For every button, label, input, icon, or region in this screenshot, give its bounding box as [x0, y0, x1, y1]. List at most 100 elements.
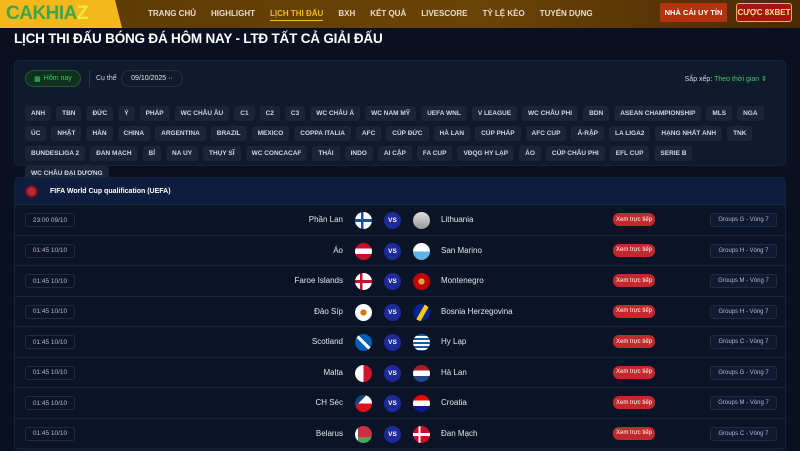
- league-tag[interactable]: SERIE B: [654, 146, 693, 161]
- match-row[interactable]: 01:45 10/10 Đảo Síp VS Bosnia Herzegovin…: [15, 297, 785, 327]
- nav-item[interactable]: TUYỂN DỤNG: [539, 9, 593, 18]
- sort-control[interactable]: Sắp xếp: Theo thời gian ⇕: [685, 75, 767, 83]
- league-tag[interactable]: CHINA: [117, 126, 151, 141]
- watch-live-button[interactable]: Xem trực tiếp: [613, 396, 655, 409]
- league-tag[interactable]: PHÁP: [139, 106, 170, 121]
- league-tag[interactable]: VĐQG HY LẠP: [457, 146, 515, 161]
- league-tag[interactable]: NA UY: [166, 146, 199, 161]
- match-row[interactable]: 01:45 10/10 Áo VS San Marino Xem trực ti…: [15, 236, 785, 266]
- league-tag[interactable]: CÚP PHÁP: [475, 126, 521, 141]
- league-tag[interactable]: Ả-RẬP: [571, 126, 605, 141]
- league-tag[interactable]: HẠNG NHẤT ANH: [655, 126, 723, 141]
- nav-item[interactable]: KẾT QUẢ: [370, 9, 407, 18]
- home-team[interactable]: Đảo Síp: [314, 306, 343, 316]
- league-tag[interactable]: LA LIGA2: [609, 126, 651, 141]
- league-tag[interactable]: TNK: [727, 126, 753, 141]
- league-tag[interactable]: ASEAN CHAMPIONSHIP: [614, 106, 702, 121]
- league-tag[interactable]: UEFA WNL: [421, 106, 467, 121]
- match-row[interactable]: 01:45 10/10 Malta VS Hà Lan Xem trực tiế…: [15, 358, 785, 388]
- league-tag[interactable]: ÁO: [519, 146, 541, 161]
- match-row[interactable]: 01:45 10/10 Faroe Islands VS Montenegro …: [15, 266, 785, 297]
- league-tag[interactable]: WC CHÂU ÂU: [174, 106, 230, 121]
- league-tag[interactable]: C2: [259, 106, 280, 121]
- match-row[interactable]: 23:00 09/10 Phần Lan VS Lithuania Xem tr…: [15, 205, 785, 236]
- watch-live-button[interactable]: Xem trực tiếp: [613, 243, 655, 257]
- league-tag[interactable]: Ý: [118, 106, 135, 121]
- watch-live-button[interactable]: Xem trực tiếp: [613, 426, 655, 440]
- league-tag[interactable]: BỈ: [142, 146, 162, 161]
- league-tag[interactable]: C1: [234, 106, 255, 121]
- watch-live-button[interactable]: Xem trực tiếp: [613, 304, 655, 318]
- nav-item[interactable]: TỶ LỆ KÈO: [482, 9, 525, 18]
- watch-live-button[interactable]: Xem trực tiếp: [613, 335, 655, 348]
- league-tag[interactable]: WC CHÂU PHI: [522, 106, 579, 121]
- league-tag[interactable]: COPPA ITALIA: [294, 126, 351, 141]
- away-team[interactable]: Đan Mạch: [441, 428, 478, 438]
- match-row[interactable]: 01:45 10/10 CH Séc VS Croatia Xem trực t…: [15, 388, 785, 419]
- league-tag[interactable]: WC NAM MỸ: [365, 106, 417, 121]
- league-tag[interactable]: ANH: [25, 106, 52, 121]
- nav-item[interactable]: BXH: [338, 9, 356, 18]
- nav-item[interactable]: HIGHLIGHT: [211, 9, 255, 18]
- league-tag[interactable]: WC CONCACAF: [245, 146, 308, 161]
- league-tag[interactable]: WC CHÂU Á: [310, 106, 361, 121]
- league-tag[interactable]: MEXICO: [251, 126, 290, 141]
- logo[interactable]: CAKHIAZ: [0, 0, 122, 28]
- watch-live-button[interactable]: Xem trực tiếp: [613, 365, 655, 379]
- home-team[interactable]: Malta: [323, 367, 343, 377]
- away-team[interactable]: San Marino: [441, 245, 482, 255]
- league-tag[interactable]: INDO: [344, 146, 373, 161]
- league-header[interactable]: FIFA World Cup qualification (UEFA): [15, 178, 785, 205]
- league-tag[interactable]: AI CẬP: [377, 146, 412, 161]
- away-team[interactable]: Hy Lạp: [441, 337, 467, 346]
- date-picker[interactable]: 09/10/2025 ··: [121, 70, 183, 87]
- league-tag[interactable]: ĐỨC: [86, 106, 114, 121]
- home-team[interactable]: Faroe Islands: [294, 276, 343, 285]
- away-team[interactable]: Hà Lan: [441, 367, 467, 377]
- match-row[interactable]: 01:45 10/10 Belarus VS Đan Mạch Xem trực…: [15, 419, 785, 449]
- league-tag[interactable]: C3: [284, 106, 306, 121]
- league-tag[interactable]: AFC: [355, 126, 382, 141]
- away-team[interactable]: Croatia: [441, 398, 467, 407]
- league-tag[interactable]: BRAZIL: [210, 126, 247, 141]
- league-tag[interactable]: CÚP ĐỨC: [386, 126, 429, 141]
- home-flag-icon: [355, 242, 372, 260]
- league-tag[interactable]: ÚC: [25, 126, 47, 141]
- league-tag[interactable]: HÀ LAN: [433, 126, 471, 141]
- league-tag[interactable]: THÁI: [312, 146, 340, 161]
- league-tag[interactable]: BUNDESLIGA 2: [25, 146, 86, 161]
- league-tag[interactable]: CÚP CHÂU PHI: [545, 146, 605, 161]
- home-team[interactable]: Belarus: [315, 428, 343, 438]
- match-row[interactable]: 01:45 10/10 Scotland VS Hy Lạp Xem trực …: [15, 327, 785, 358]
- league-tag[interactable]: FA CUP: [416, 146, 453, 161]
- league-tag[interactable]: EFL CUP: [609, 146, 650, 161]
- league-tag[interactable]: TBN: [56, 106, 82, 121]
- away-team[interactable]: Bosnia Herzegovina: [441, 306, 513, 316]
- league-tag[interactable]: MLS: [706, 106, 733, 121]
- league-tag[interactable]: V LEAGUE: [471, 106, 518, 121]
- trusted-bookmaker-button[interactable]: NHÀ CÁI UY TÍN: [660, 3, 727, 22]
- league-tag[interactable]: HÀN: [86, 126, 113, 141]
- league-tag[interactable]: BDN: [583, 106, 610, 121]
- league-tag[interactable]: THỤY SĨ: [203, 146, 241, 161]
- away-team[interactable]: Montenegro: [441, 276, 484, 285]
- nav-item[interactable]: TRANG CHỦ: [148, 9, 196, 18]
- today-button[interactable]: ▦ Hôm nay: [25, 70, 81, 87]
- watch-live-button[interactable]: Xem trực tiếp: [613, 274, 655, 287]
- away-team[interactable]: Lithuania: [441, 215, 474, 224]
- league-tag[interactable]: AFC CUP: [525, 126, 567, 141]
- league-tag[interactable]: NHẬT: [51, 126, 82, 141]
- away-flag-icon: [413, 273, 430, 290]
- bet-8xbet-button[interactable]: CƯỢC 8XBET: [736, 3, 792, 22]
- home-team[interactable]: Scotland: [311, 337, 343, 346]
- league-tag[interactable]: ARGENTINA: [155, 126, 206, 141]
- match-time: 01:45 10/10: [25, 365, 75, 380]
- home-team[interactable]: Áo: [333, 245, 343, 255]
- nav-item[interactable]: LIVESCORE: [421, 9, 468, 18]
- home-team[interactable]: CH Séc: [315, 398, 343, 407]
- league-tag[interactable]: NGA: [737, 106, 764, 121]
- watch-live-button[interactable]: Xem trực tiếp: [613, 213, 655, 226]
- home-team[interactable]: Phần Lan: [308, 215, 343, 224]
- nav-item[interactable]: LỊCH THI ĐẤU: [270, 9, 324, 21]
- league-tag[interactable]: ĐAN MẠCH: [90, 146, 138, 161]
